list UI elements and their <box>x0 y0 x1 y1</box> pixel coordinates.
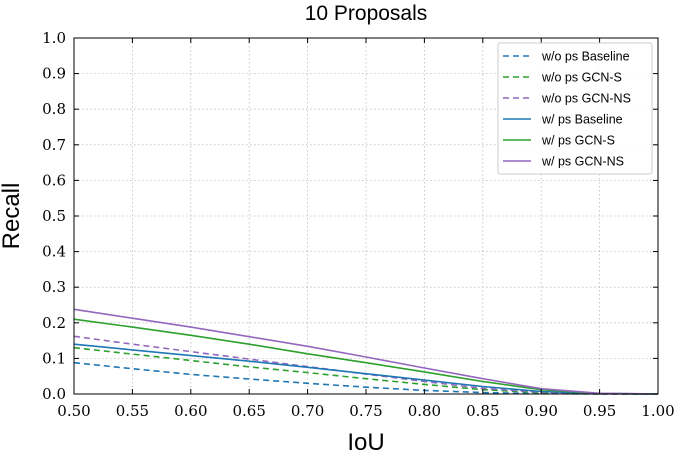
ticks: 0.50 0.55 0.60 0.65 0.70 0.75 0.80 0.85 0.90 0.95… <box>42 29 675 420</box>
grid <box>74 38 658 394</box>
series-line-2 <box>73 335 658 395</box>
series-line-0 <box>73 361 658 395</box>
legend-box <box>497 42 653 175</box>
y-tick-label: 0.2 <box>42 314 66 332</box>
y-axis-label: Recall <box>0 183 25 250</box>
x-tick-label: 0.65 <box>232 402 265 420</box>
series-line-3 <box>73 343 659 395</box>
legend-label-1: w/o ps GCN-S <box>541 71 622 85</box>
y-tick-label: 0.7 <box>42 136 66 154</box>
y-tick-label: 0.4 <box>42 243 66 261</box>
x-tick-label: 0.55 <box>116 402 149 420</box>
y-tick-label: 0.6 <box>42 171 66 189</box>
x-tick-label: 0.85 <box>466 402 499 420</box>
x-tick-label: 0.70 <box>291 402 324 420</box>
legend-label-3: w/ ps Baseline <box>541 113 623 127</box>
legend-label-5: w/ ps GCN-NS <box>541 155 624 169</box>
series-line-1 <box>73 346 658 395</box>
legend-label-2: w/o ps GCN-NS <box>541 92 631 106</box>
y-tick-label: 1.0 <box>42 29 66 47</box>
legend-label-0: w/o ps Baseline <box>541 50 630 64</box>
y-tick-label: 0.0 <box>42 385 66 403</box>
x-tick-label: 0.60 <box>174 402 207 420</box>
x-tick-label: 0.80 <box>408 402 441 420</box>
y-tick-label: 0.3 <box>42 278 66 296</box>
y-tick-label: 0.1 <box>42 349 66 367</box>
legend: w/o ps Baseline w/o ps GCN-S w/o ps GCN-NS… <box>497 42 653 175</box>
x-tick-label: 0.50 <box>57 402 90 420</box>
y-tick-label: 0.5 <box>42 207 66 225</box>
x-tick-label: 0.90 <box>524 402 557 420</box>
legend-label-4: w/ ps GCN-S <box>541 134 615 148</box>
y-tick-label: 0.9 <box>42 65 66 83</box>
series-lines <box>73 308 659 395</box>
x-tick-label: 0.95 <box>583 402 616 420</box>
y-tick-label: 0.8 <box>42 100 66 118</box>
x-axis-label: IoU <box>347 429 384 456</box>
x-tick-label: 1.00 <box>641 402 674 420</box>
x-tick-label: 0.75 <box>349 402 382 420</box>
chart-title: 10 Proposals <box>305 2 428 25</box>
series-line-5 <box>73 308 659 395</box>
